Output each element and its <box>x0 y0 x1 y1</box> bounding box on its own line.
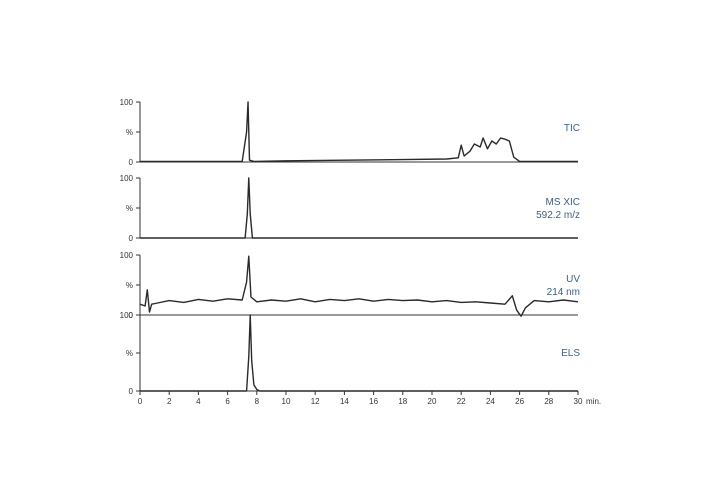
tic-y-tick-label: 0 <box>129 158 134 167</box>
uv-y-tick-label: % <box>126 281 133 290</box>
x-tick-label: 8 <box>255 397 260 406</box>
x-unit-label: min. <box>586 397 601 406</box>
x-tick-label: 16 <box>369 397 378 406</box>
ms-xic-trace <box>140 177 578 239</box>
els-y-tick-label: % <box>126 349 133 358</box>
ms-xic-sublabel: 592.2 m/z <box>536 210 580 221</box>
x-tick-label: 22 <box>457 397 466 406</box>
ms-xic-y-tick-label: % <box>126 204 133 213</box>
els-trace <box>140 314 578 392</box>
x-tick-label: 4 <box>196 397 201 406</box>
tic-y-tick-label: % <box>126 128 133 137</box>
x-tick-label: 14 <box>340 397 349 406</box>
x-tick-label: 28 <box>544 397 553 406</box>
x-tick-label: 2 <box>167 397 172 406</box>
x-tick-label: 10 <box>282 397 291 406</box>
ms-xic-y-tick-label: 0 <box>129 234 134 243</box>
uv-y-tick-label: 0 <box>129 311 134 320</box>
x-tick-label: 6 <box>225 397 230 406</box>
x-tick-label: 30 <box>574 397 583 406</box>
ms-xic-label: MS XIC <box>546 197 580 208</box>
x-tick-label: 12 <box>311 397 320 406</box>
x-tick-label: 20 <box>428 397 437 406</box>
tic-y-tick-label: 100 <box>120 98 134 107</box>
uv-sublabel: 214 nm <box>547 287 580 298</box>
els-y-tick-label: 100 <box>120 311 134 320</box>
els-label: ELS <box>561 348 580 359</box>
x-tick-label: 18 <box>398 397 407 406</box>
x-tick-label: 0 <box>138 397 143 406</box>
tic-label: TIC <box>564 123 580 134</box>
tic-trace <box>140 101 578 163</box>
x-tick-label: 26 <box>515 397 524 406</box>
ms-xic-y-tick-label: 100 <box>120 174 134 183</box>
uv-y-tick-label: 100 <box>120 251 134 260</box>
uv-label: UV <box>566 274 580 285</box>
uv-trace <box>139 255 579 317</box>
x-tick-label: 24 <box>486 397 495 406</box>
els-y-tick-label: 0 <box>129 387 134 396</box>
